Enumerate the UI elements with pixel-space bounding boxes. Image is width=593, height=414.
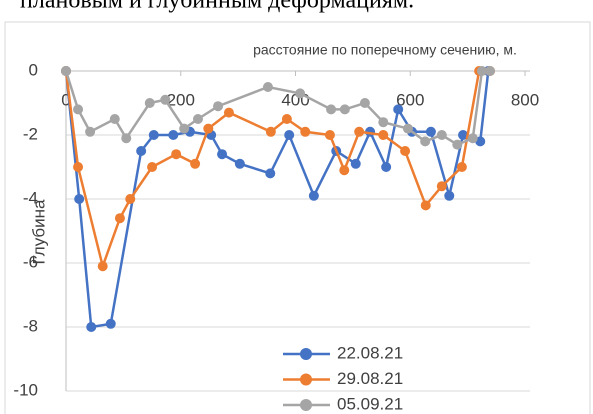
point	[97, 261, 108, 272]
legend-marker	[300, 348, 312, 360]
point	[190, 158, 201, 169]
y-tick-label: -2	[23, 124, 38, 143]
point	[350, 158, 361, 169]
point	[467, 133, 478, 144]
point	[109, 114, 120, 124]
point	[444, 190, 455, 201]
x-tick-label: 600	[396, 90, 424, 109]
y-tick-label: -4	[23, 188, 38, 207]
point	[73, 104, 84, 115]
y-tick-label: 0	[29, 60, 38, 79]
point	[420, 136, 431, 147]
legend-label: 22.08.21	[337, 343, 403, 362]
point	[168, 130, 179, 140]
point	[452, 139, 463, 150]
point	[136, 146, 147, 156]
point	[402, 123, 413, 134]
y-tick-label: -6	[23, 252, 38, 271]
point	[86, 322, 97, 332]
point	[147, 162, 158, 172]
y-tick-label: -8	[23, 316, 38, 335]
point	[73, 162, 84, 172]
x-tick-label: 800	[511, 90, 539, 109]
point	[179, 123, 190, 134]
series-line	[64, 69, 491, 271]
y-axis-title: Глубина	[29, 199, 48, 264]
legend-label: 05.09.21	[337, 394, 403, 413]
point	[114, 213, 125, 224]
point	[85, 126, 96, 137]
point	[284, 130, 295, 140]
legend-marker	[300, 373, 312, 386]
point	[203, 123, 214, 134]
point	[262, 82, 273, 92]
point	[125, 194, 136, 204]
legend-marker	[300, 399, 312, 411]
point	[308, 190, 319, 201]
point	[74, 194, 85, 204]
point	[339, 165, 350, 176]
point	[378, 117, 389, 128]
point	[456, 162, 467, 172]
chart-border	[4, 21, 591, 414]
x-axis-title: расстояние по поперечному сечению, м.	[253, 42, 517, 58]
point	[121, 133, 132, 144]
point	[378, 130, 389, 140]
legend-label: 29.08.21	[337, 369, 403, 388]
point	[213, 101, 224, 112]
point	[436, 181, 447, 192]
point	[324, 130, 335, 140]
point	[381, 162, 392, 172]
caption: плановым и глубинным деформациям.	[20, 0, 414, 14]
point	[425, 126, 436, 137]
point	[326, 104, 337, 115]
x-tick-label: 200	[167, 90, 195, 109]
point	[436, 130, 447, 140]
point	[393, 104, 404, 115]
y-tick-label: -10	[13, 380, 38, 399]
point	[295, 88, 306, 99]
point	[192, 114, 203, 124]
point	[265, 126, 276, 137]
point	[265, 168, 276, 179]
x-tick-label: 0	[61, 90, 70, 109]
point	[485, 66, 496, 76]
point	[476, 66, 487, 76]
point	[354, 126, 365, 137]
point	[234, 158, 245, 169]
point	[148, 130, 159, 140]
point	[458, 130, 469, 140]
point	[475, 136, 486, 147]
point	[300, 126, 311, 137]
point	[339, 104, 350, 115]
point	[171, 149, 182, 160]
point	[281, 114, 292, 124]
point	[61, 66, 71, 76]
point	[217, 149, 228, 160]
point	[223, 107, 234, 118]
point	[359, 98, 370, 108]
point	[160, 94, 171, 105]
point	[144, 98, 155, 108]
point	[420, 200, 431, 211]
point	[400, 146, 411, 156]
point	[105, 318, 116, 329]
